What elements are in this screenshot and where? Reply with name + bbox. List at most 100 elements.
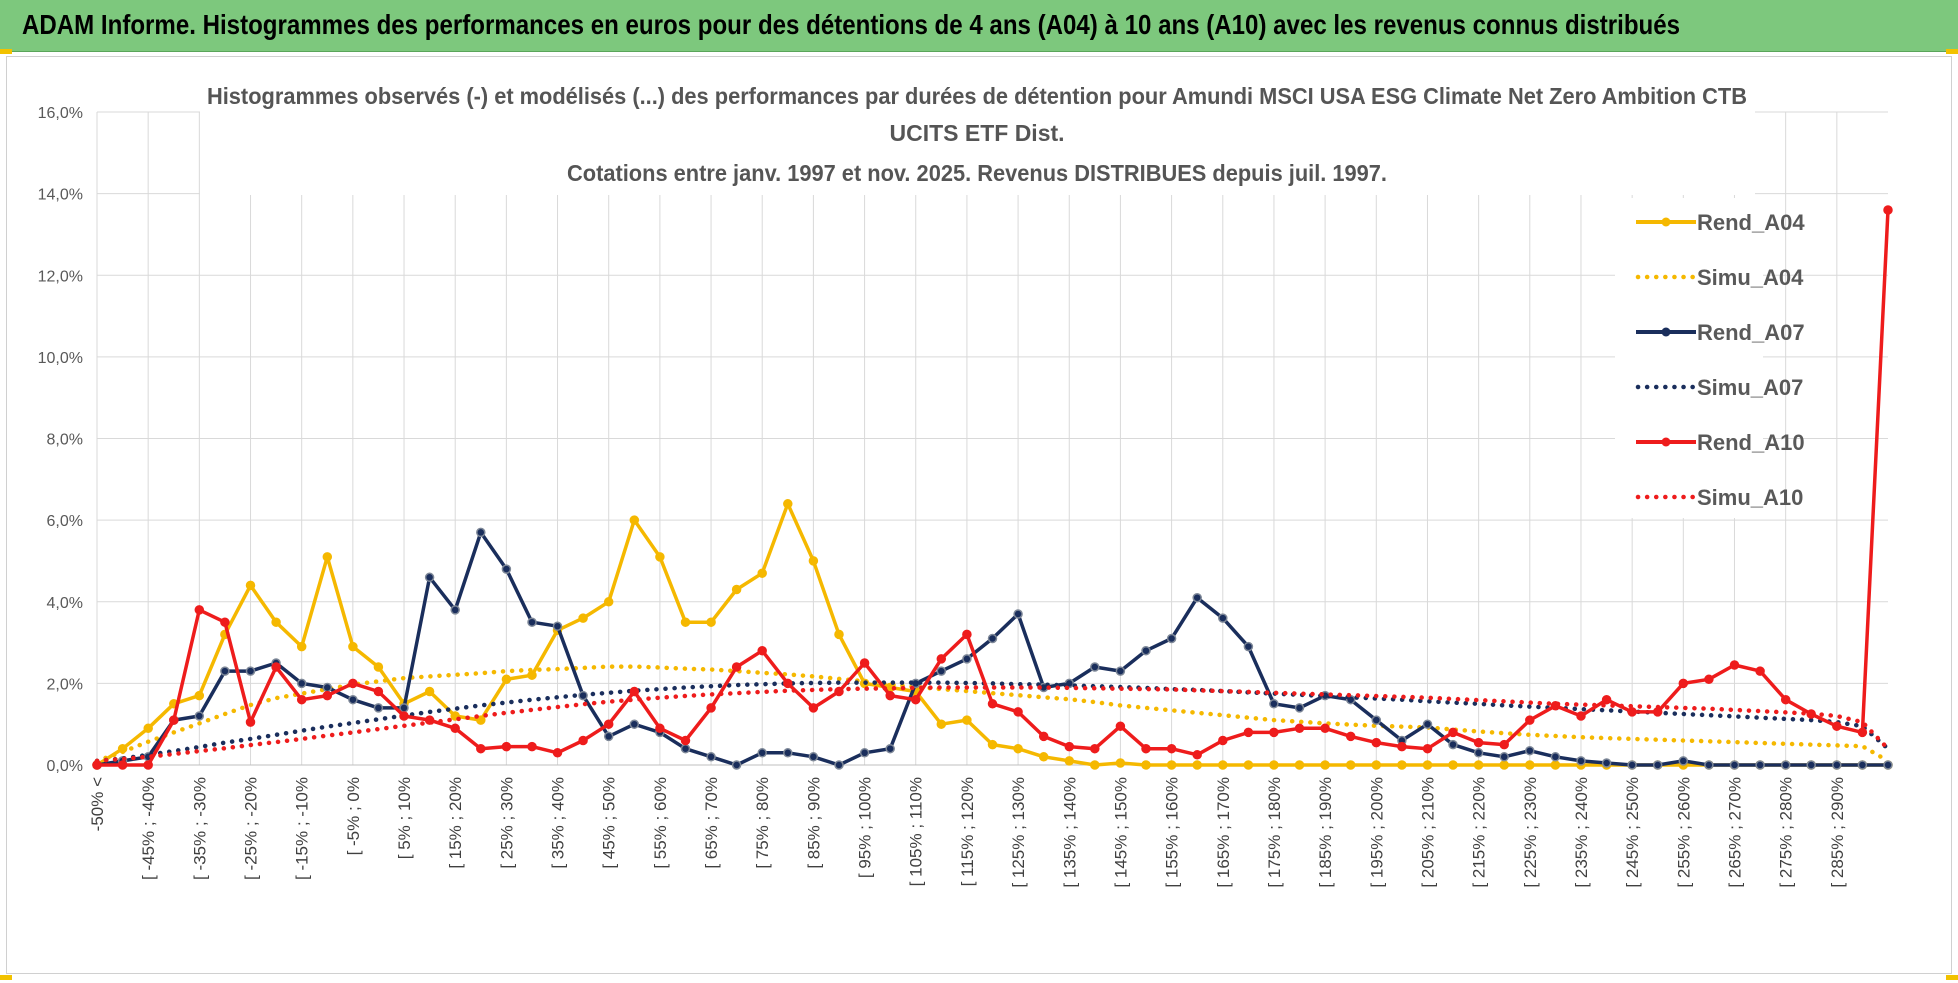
data-point [424,686,435,697]
x-tick-label: [ 215% ; 220% [1470,777,1489,888]
data-point [271,662,281,672]
series-Simu_A07 [94,680,1891,764]
data-point [1550,752,1561,762]
y-tick-label: 8,0% [47,432,83,449]
x-tick-label: [ 255% ; 260% [1674,777,1693,888]
data-point [1320,723,1330,734]
data-point [527,670,537,680]
legend-marker [1661,217,1671,227]
data-point [1755,666,1765,676]
legend-item-Simu_A07: Simu_A07 [1635,375,1803,400]
title-banner: ADAM Informe. Histogrammes des performan… [0,0,1958,52]
data-point [476,743,486,754]
data-point [1576,756,1586,766]
data-point [936,654,947,664]
data-point [655,552,665,562]
x-tick-label: [ 125% ; 130% [1009,777,1028,888]
data-point [885,690,895,701]
data-point [680,735,691,746]
data-point [1064,741,1075,752]
data-point [1269,699,1279,709]
chart-title-line-3: Cotations entre janv. 1997 et nov. 2025.… [567,160,1387,186]
data-point [450,605,460,615]
data-point [373,703,384,713]
data-point [1525,715,1535,725]
data-point [552,748,563,758]
data-point [527,741,537,752]
legend-label: Simu_A07 [1697,375,1803,400]
data-point [1704,760,1714,770]
x-tick-label: [ -15% ; -10% [293,777,312,880]
data-point [859,748,870,758]
series-line [94,680,1891,764]
data-point [1243,760,1254,770]
x-tick-label: [ 15% ; 20% [446,777,465,869]
data-point [1499,739,1509,750]
x-tick-label: [ -5% ; 0% [344,777,363,855]
legend: Rend_A04 Simu_A04 Rend_A07 Simu_A07 Rend_A10… [1635,210,1805,510]
legend-item-Simu_A10: Simu_A10 [1635,485,1803,510]
data-point [1704,674,1714,685]
x-axis-ticks: -50% < [ -45% ; -40% [ -35% ; -30% [ -25% ;… [88,777,1847,888]
data-point [603,719,614,729]
data-point [1269,727,1279,738]
data-point [1601,694,1612,705]
data-point [169,715,179,725]
data-point [655,723,665,734]
y-tick-label: 12,0% [38,268,83,285]
data-point [501,564,512,574]
x-tick-label: [ 205% ; 210% [1418,777,1437,888]
x-tick-label: [ 65% ; 70% [702,777,721,869]
data-point [1601,758,1612,768]
data-point [1729,660,1740,670]
data-point [987,633,998,644]
data-point [1038,752,1049,762]
data-point [706,617,716,627]
data-point [1499,760,1509,770]
data-point [578,735,588,746]
series-Simu_A10 [94,685,1891,764]
data-point [1832,721,1842,731]
data-point [1473,760,1484,770]
data-point [1448,739,1458,750]
data-point [706,752,716,762]
data-point [1115,721,1126,731]
data-point [552,621,563,631]
x-tick-label: [ 285% ; 290% [1828,777,1847,888]
x-tick-label: [ 155% ; 160% [1163,777,1182,888]
data-point [1013,609,1023,619]
data-point [1269,760,1279,770]
data-point [1652,760,1663,770]
data-point [1422,743,1433,754]
y-tick-label: 10,0% [38,350,83,367]
data-point [936,719,947,729]
data-point [783,499,793,509]
x-tick-label: [ 95% ; 100% [856,777,875,878]
y-tick-label: 2,0% [47,676,83,693]
x-tick-label: [ 25% ; 30% [497,777,516,869]
data-point [1166,633,1177,644]
data-point [1448,760,1458,770]
data-point [1473,737,1484,748]
data-point [1627,760,1637,770]
data-point [476,715,486,725]
series-Simu_A04 [94,664,1891,764]
data-point [194,711,205,721]
data-point [1115,666,1126,676]
data-point [1780,694,1791,705]
series-Rend_A10 [92,205,1893,770]
data-point [1473,748,1484,758]
data-point [1678,678,1689,689]
corner-marker-top-right [1946,49,1958,54]
corner-marker-bottom-right [1946,975,1958,980]
x-tick-label: [ 145% ; 150% [1111,777,1130,888]
data-point [731,760,742,770]
y-tick-label: 0,0% [47,758,83,775]
x-tick-label: [ 55% ; 60% [651,777,670,869]
data-point [1218,760,1228,770]
data-point [757,568,767,578]
data-point [399,703,409,713]
data-point [143,760,153,770]
data-point [1755,760,1765,770]
data-point [1448,727,1458,738]
